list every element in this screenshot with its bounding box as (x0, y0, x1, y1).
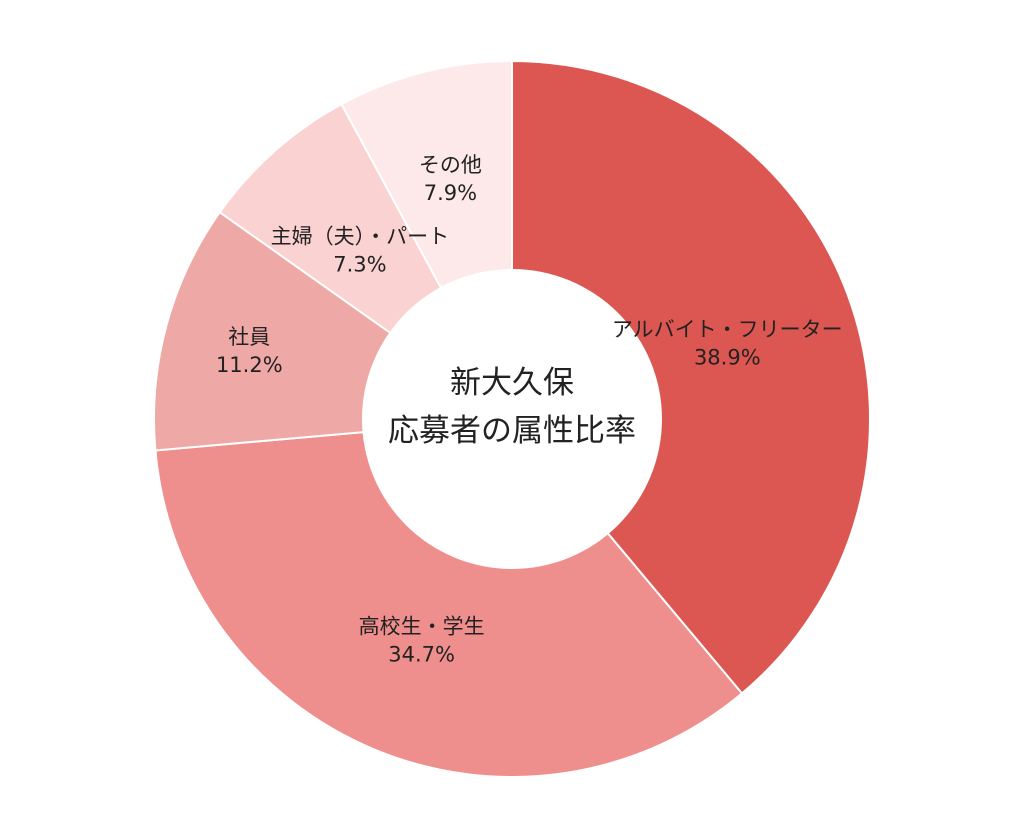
slice-value-4: 7.9% (424, 181, 477, 205)
slice-label-2: 社員 (228, 325, 270, 349)
center-title-line-2: 応募者の属性比率 (388, 413, 636, 449)
pie-slice-0 (511, 59, 871, 695)
slice-value-1: 34.7% (388, 642, 455, 666)
slice-value-0: 38.9% (694, 346, 761, 370)
slice-label-0: アルバイト・フリーター (612, 318, 843, 342)
slice-value-2: 11.2% (216, 353, 283, 377)
slice-label-1: 高校生・学生 (359, 614, 485, 638)
center-title-line-1: 新大久保 (450, 365, 574, 401)
slice-label-3: 主婦（夫）・パート (271, 225, 450, 249)
slice-labels: アルバイト・フリーター 38.9% 高校生・学生 34.7% 社員 11.2% 主婦（夫）・… (216, 153, 843, 666)
slice-value-3: 7.3% (333, 253, 386, 277)
pie-slice-1 (154, 417, 744, 779)
slice-label-4: その他 (419, 153, 482, 177)
donut-hole (362, 269, 662, 569)
